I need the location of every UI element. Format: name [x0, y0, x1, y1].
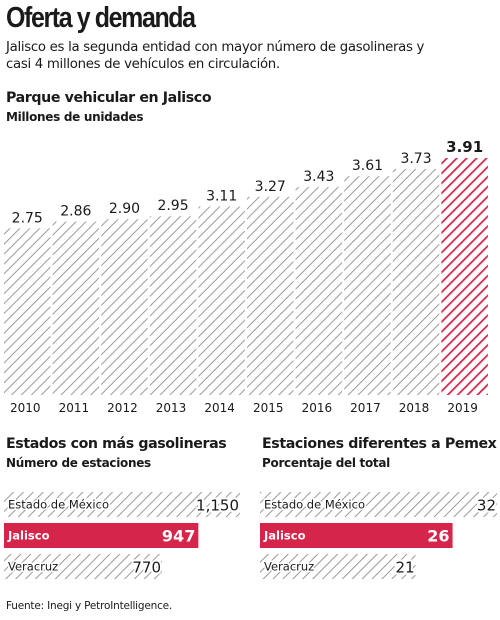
bar [344, 176, 391, 395]
bar [260, 523, 453, 548]
chart1-subtitle: Millones de unidades [6, 110, 144, 124]
bar-category-label: Veracruz [8, 560, 58, 574]
bar-value-label: 2.75 [12, 210, 43, 226]
chart2-subtitle: Número de estaciones [6, 456, 151, 470]
bar-value-label: 3.11 [206, 188, 237, 204]
bar-value-label: 3.73 [400, 151, 431, 167]
x-tick-label: 2015 [253, 401, 284, 415]
bar [260, 492, 497, 517]
bar-value-label: 32 [477, 497, 496, 515]
non-pemex-chart: Estado de México 32 Jalisco 26 Veracruz 21 [260, 492, 498, 579]
bar-value-label: 21 [395, 559, 414, 577]
vehicle-chart: 2.75 2010 2.86 2011 2.90 2012 2.95 2013 3.11 2014… [4, 138, 488, 415]
x-tick-label: 2019 [447, 401, 478, 415]
bar-value-label: 1,150 [196, 497, 239, 515]
bar-value-label: 770 [132, 559, 161, 577]
bar-category-label: Estado de México [264, 498, 365, 512]
bar [4, 554, 163, 579]
x-tick-label: 2011 [59, 401, 90, 415]
page-title: Oferta y demanda [6, 2, 196, 34]
bar [295, 187, 343, 395]
bar-category-label: Veracruz [264, 560, 314, 574]
bar-value-label: 3.61 [352, 158, 383, 174]
bar-value-label: 947 [162, 527, 195, 546]
x-tick-label: 2018 [399, 401, 430, 415]
bar [101, 219, 148, 395]
bar-category-label: Jalisco [7, 529, 50, 543]
bar-value-label: 3.27 [255, 179, 286, 195]
bar [260, 554, 416, 579]
bar-value-label: 3.91 [446, 138, 483, 156]
bar-category-label: Estado de México [8, 498, 109, 512]
bar [392, 168, 440, 395]
x-tick-label: 2012 [107, 401, 138, 415]
gas-stations-chart: Estado de México 1,150 Jalisco 947 Veracruz 7… [4, 492, 241, 579]
bar-value-label: 3.43 [303, 169, 334, 185]
x-tick-label: 2013 [156, 401, 187, 415]
source-note: Fuente: Inegi y PetroIntelligence. [6, 600, 173, 612]
bar [4, 523, 199, 548]
bar [52, 221, 100, 395]
chart3-subtitle: Porcentaje del total [262, 456, 390, 470]
x-tick-label: 2010 [10, 401, 41, 415]
bar-value-label: 26 [427, 527, 449, 546]
bar [247, 196, 294, 395]
chart2-title: Estados con más gasolineras [6, 436, 227, 452]
bar [4, 228, 51, 395]
chart1-title: Parque vehicular en Jalisco [6, 90, 212, 106]
page-subtitle: Jalisco es la segunda entidad con mayor … [6, 40, 425, 72]
chart3-title: Estaciones diferentes a Pemex [262, 436, 497, 452]
bar [198, 206, 245, 395]
bar [149, 216, 197, 395]
bar-value-label: 2.86 [60, 204, 91, 220]
x-tick-label: 2017 [350, 401, 381, 415]
bar-value-label: 2.90 [109, 201, 140, 217]
bar [4, 492, 240, 517]
bar-category-label: Jalisco [263, 529, 306, 543]
x-tick-label: 2014 [204, 401, 235, 415]
bar-value-label: 2.95 [157, 198, 188, 214]
bar [441, 158, 488, 395]
x-tick-label: 2016 [302, 401, 333, 415]
